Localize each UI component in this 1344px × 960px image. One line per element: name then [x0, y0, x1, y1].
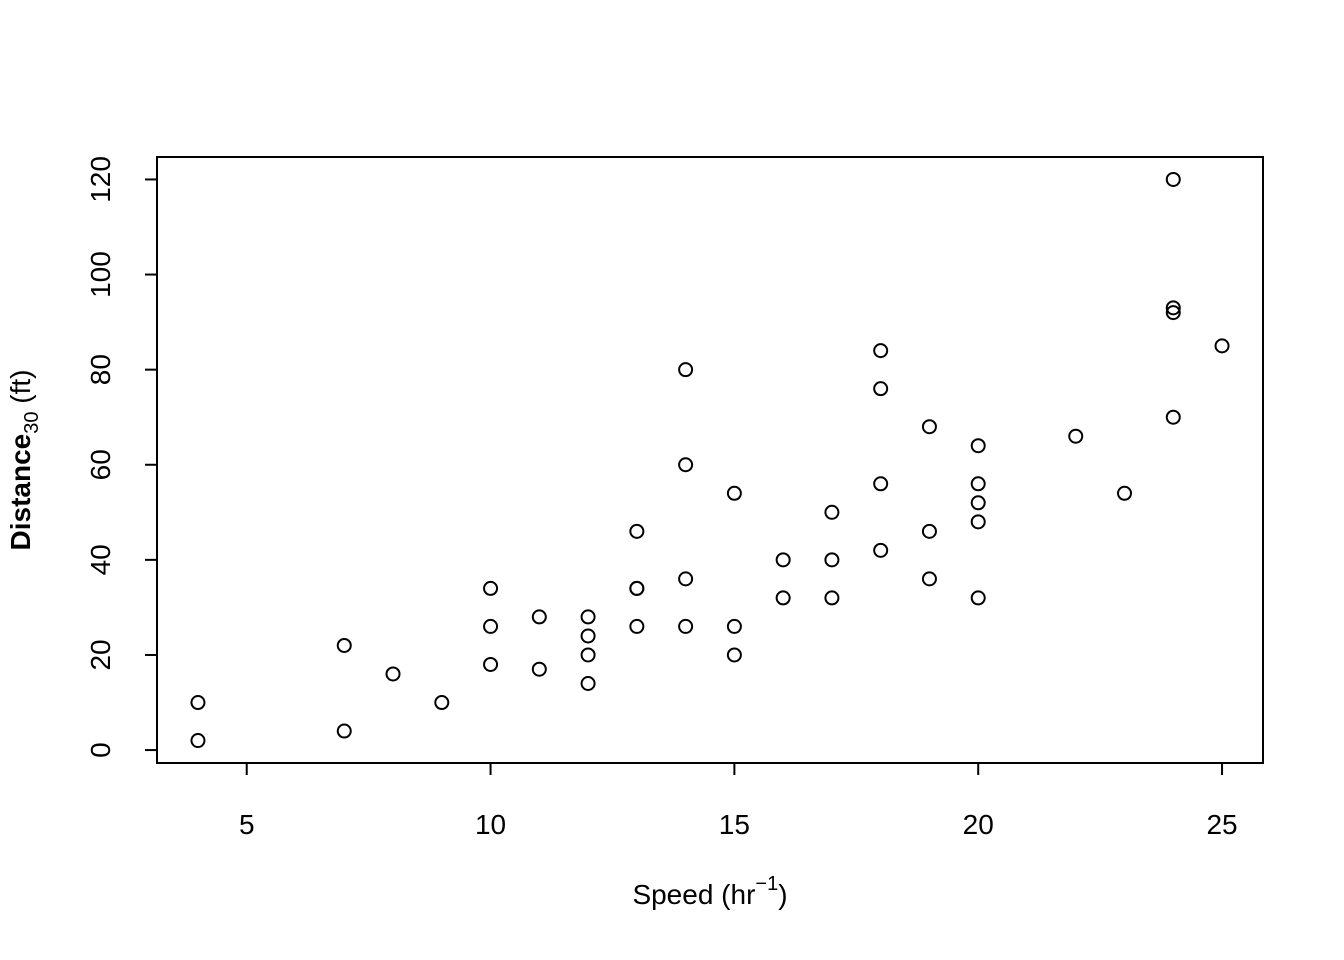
- point: [970, 590, 986, 606]
- point: [678, 618, 694, 634]
- point: [190, 733, 206, 749]
- point: [970, 495, 986, 511]
- y-tick-label: 100: [85, 251, 116, 298]
- point: [629, 618, 645, 634]
- point: [824, 552, 840, 568]
- point: [531, 661, 547, 677]
- x-axis-label: Speed (hr−1): [632, 873, 787, 910]
- point: [483, 656, 499, 672]
- point: [336, 723, 352, 739]
- point: [873, 476, 889, 492]
- point: [921, 419, 937, 435]
- point: [1165, 300, 1181, 316]
- x-tick-label: 15: [719, 809, 750, 840]
- point: [824, 504, 840, 520]
- point: [824, 590, 840, 606]
- point: [434, 695, 450, 711]
- point: [678, 457, 694, 473]
- x-tick-label: 25: [1206, 809, 1237, 840]
- plot-frame: [156, 156, 1264, 764]
- y-tick-label: 60: [85, 449, 116, 480]
- point: [970, 476, 986, 492]
- point: [580, 675, 596, 691]
- point: [483, 618, 499, 634]
- point: [336, 637, 352, 653]
- y-tick-label: 0: [85, 742, 116, 758]
- point: [580, 628, 596, 644]
- y-tick-label: 40: [85, 544, 116, 575]
- point: [580, 647, 596, 663]
- y-label-text: Distance: [5, 434, 36, 551]
- y-tick-label: 120: [85, 156, 116, 203]
- point: [629, 523, 645, 539]
- point: [775, 552, 791, 568]
- point: [531, 609, 547, 625]
- y-axis-label: Distance30 (ft): [5, 370, 43, 551]
- point: [190, 695, 206, 711]
- point: [580, 609, 596, 625]
- point: [873, 381, 889, 397]
- x-tick-label: 10: [475, 809, 506, 840]
- point: [1165, 305, 1181, 321]
- point: [970, 438, 986, 454]
- x-tick-label: 20: [963, 809, 994, 840]
- point: [678, 362, 694, 378]
- point: [775, 590, 791, 606]
- x-tick-label: 5: [239, 809, 255, 840]
- point: [483, 580, 499, 596]
- point: [970, 514, 986, 530]
- point: [1165, 409, 1181, 425]
- x-label-after: ): [778, 879, 787, 910]
- point: [1068, 428, 1084, 444]
- point: [385, 666, 401, 682]
- y-label-sub: 30: [21, 412, 43, 434]
- y-tick-label: 20: [85, 639, 116, 670]
- point: [726, 647, 742, 663]
- x-label-text: Speed (hr: [632, 879, 755, 910]
- x-label-sup: −1: [755, 873, 778, 895]
- point: [921, 571, 937, 587]
- point: [726, 485, 742, 501]
- point: [678, 571, 694, 587]
- point: [629, 580, 645, 596]
- point: [873, 542, 889, 558]
- point: [1165, 171, 1181, 187]
- point: [873, 343, 889, 359]
- y-tick-label: 80: [85, 354, 116, 385]
- y-label-after: (ft): [5, 370, 36, 412]
- point: [726, 618, 742, 634]
- point: [1117, 485, 1133, 501]
- point: [1214, 338, 1230, 354]
- point: [921, 523, 937, 539]
